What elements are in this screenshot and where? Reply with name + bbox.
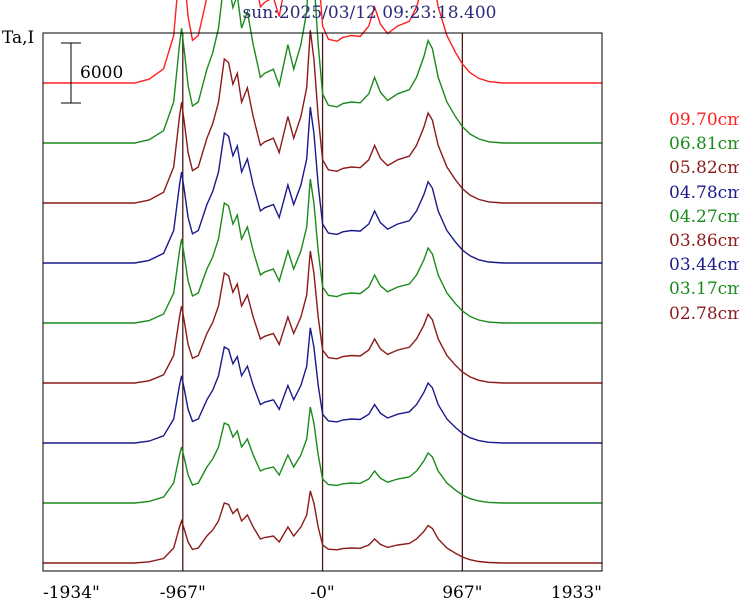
legend-entry: 02.78cm [669,303,739,324]
scale-bar: 6000 [61,42,123,104]
series-line-03.86cm [43,250,602,384]
chart-title: sun:2025/03/12 09:23:18.400 [242,3,497,23]
plot-frame [42,32,603,572]
x-tick-label: 1933" [551,583,602,603]
series-line-02.78cm [43,490,602,564]
x-tick-label: -1934" [43,583,100,603]
x-tick-label: 967" [442,583,482,603]
series-line-06.81cm [43,0,602,144]
series-line-05.82cm [43,30,602,204]
series-line-03.17cm [43,406,602,504]
scale-bar-label: 6000 [80,63,123,83]
legend-entry: 05.82cm [669,158,739,179]
y-axis-label: Ta,I [2,28,35,48]
legend-entry: 06.81cm [669,134,739,155]
legend-entry: 03.86cm [669,231,739,252]
series-line-09.70cm [43,0,602,84]
x-tick-labels: -1934" -967" -0" 967" 1933" [43,583,602,603]
legend-entry: 09.70cm [669,110,739,130]
legend-entry: 03.44cm [669,255,739,276]
legend-entry: 03.17cm [669,279,739,300]
legend-entry: 04.78cm [669,182,739,203]
series-line-03.44cm [43,327,602,444]
series-line-04.78cm [43,106,602,264]
legend-entry: 04.27cm [669,206,739,227]
series-line-04.27cm [43,178,602,324]
vertical-marker-lines [182,33,464,571]
x-tick-label: -0" [310,583,334,603]
spectra-traces [43,0,602,564]
legend: 09.70cm 06.81cm 05.82cm 04.78cm 04.27cm 03.86… [669,108,739,326]
x-tick-label: -967" [160,583,206,603]
